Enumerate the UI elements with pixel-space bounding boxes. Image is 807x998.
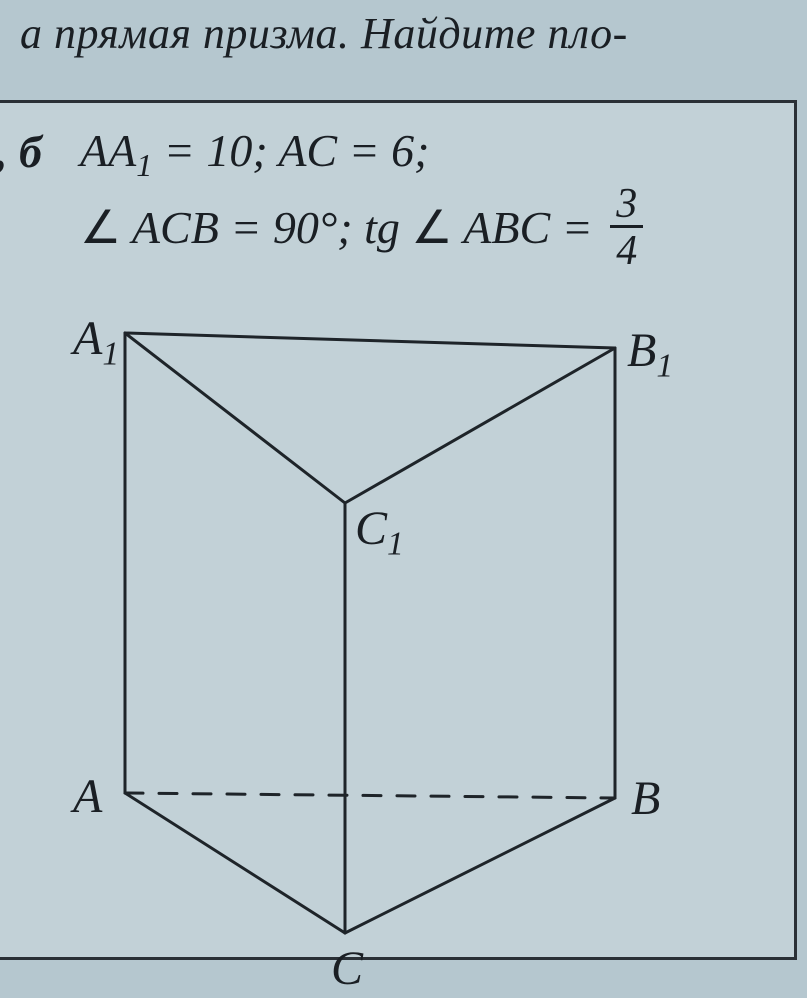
edge-B1-C1: [345, 348, 615, 503]
txt: = 6;: [337, 125, 429, 176]
edge-A1-C1: [125, 333, 345, 503]
vertex-label-C1: C1: [355, 501, 404, 564]
page-header-fragment: а прямая призма. Найдите пло-: [10, 0, 807, 67]
subscript: 1: [136, 147, 152, 183]
vertex-label-B: B: [631, 771, 660, 826]
given-line-1: AA1 = 10; AC = 6;: [80, 121, 643, 187]
vertex-sub-B1: 1: [656, 348, 673, 385]
vertex-label-A: A: [73, 769, 102, 824]
vertex-sub-C1: 1: [387, 526, 404, 563]
vertex-label-A1: A1: [73, 311, 119, 374]
angle-symbol: ∠: [400, 202, 453, 253]
vertex-sub-A1: 1: [102, 336, 119, 373]
prism-diagram: A1B1C1ABC: [55, 293, 755, 953]
edge-B-C: [345, 798, 615, 933]
angle-symbol: ∠: [80, 202, 121, 253]
txt: AC: [278, 125, 337, 176]
txt: ACB: [121, 202, 219, 253]
problem-frame: , б AA1 = 10; AC = 6; ∠ ACB = 90°; tg ∠ …: [0, 100, 797, 960]
edge-A-C: [125, 793, 345, 933]
vertex-label-B1: B1: [627, 323, 673, 386]
fraction-numerator: 3: [610, 183, 643, 228]
edge-A1-B1: [125, 333, 615, 348]
fraction: 34: [610, 183, 643, 274]
prism-svg: [55, 293, 755, 993]
txt: = 90°; tg: [219, 202, 400, 253]
vertex-label-C: C: [331, 941, 363, 996]
txt: AA: [80, 125, 136, 176]
txt: = 10;: [152, 125, 278, 176]
given-line-2: ∠ ACB = 90°; tg ∠ ABC = 34: [80, 187, 643, 278]
txt: =: [550, 202, 604, 253]
edge-A-B: [125, 793, 615, 798]
fraction-denominator: 4: [610, 228, 643, 274]
problem-letter: , б: [0, 125, 42, 178]
txt: ABC: [453, 202, 551, 253]
given-conditions: AA1 = 10; AC = 6; ∠ ACB = 90°; tg ∠ ABC …: [80, 121, 643, 278]
